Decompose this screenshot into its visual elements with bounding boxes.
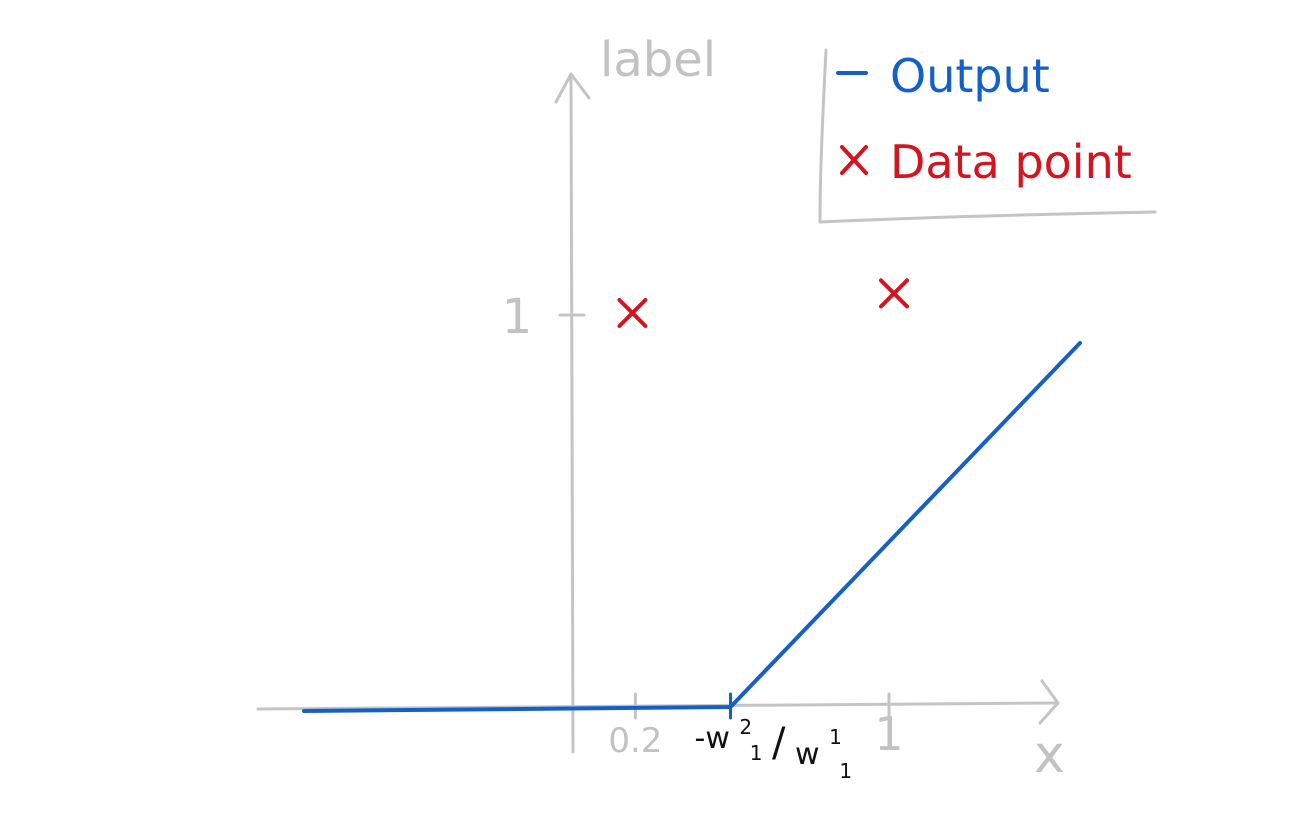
- y-tick-label: 1: [502, 289, 533, 345]
- legend: Output Data point: [818, 48, 1157, 224]
- threshold-prefix: -w: [695, 721, 730, 756]
- legend-frame: [818, 48, 1157, 224]
- threshold-num-sup: 2: [739, 715, 752, 739]
- threshold-label: -w 2 1 / w 1 1: [695, 707, 853, 783]
- legend-data-point-swatch: [840, 145, 868, 175]
- threshold-slash: /: [772, 720, 786, 766]
- legend-output-label: Output: [890, 49, 1050, 103]
- x-axis-arrowhead: [1038, 679, 1060, 725]
- y-axis-label: label: [600, 32, 716, 88]
- threshold-den-sub: 1: [839, 759, 852, 783]
- svg-text:-w 2 1 /: -w 2 1 / w 1 1: [695, 707, 853, 783]
- threshold-num-sub: 1: [750, 741, 763, 765]
- data-point-marker: [617, 298, 648, 328]
- x-tick-label: 1: [874, 707, 903, 761]
- threshold-den-sup: 1: [829, 725, 842, 749]
- x-axis-label: x: [1034, 725, 1065, 785]
- output-line: [302, 341, 1082, 713]
- y-axis-arrowhead: [554, 72, 591, 104]
- ticks: 0.2 1 1: [502, 289, 904, 761]
- data-point-marker: [879, 278, 909, 309]
- y-axis: [569, 76, 575, 754]
- threshold-denominator: w: [795, 737, 820, 772]
- x-tick-label: 0.2: [608, 721, 662, 761]
- series-layer: [302, 278, 1082, 713]
- legend-data-point-label: Data point: [890, 135, 1132, 189]
